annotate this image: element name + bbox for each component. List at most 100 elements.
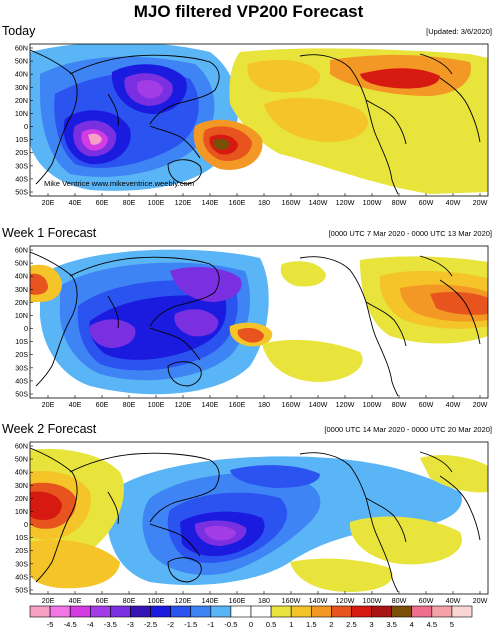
colorbar-label: -1 xyxy=(207,620,214,629)
contour-pos-4 xyxy=(360,68,440,89)
colorbar-label: 1 xyxy=(289,620,293,629)
colorbar-swatch xyxy=(250,605,272,618)
lat-tick-label: 30S xyxy=(15,559,28,568)
lon-tick-label: 140E xyxy=(202,198,219,207)
lat-tick-label: 30N xyxy=(15,285,28,294)
lon-tick-label: 140W xyxy=(309,596,328,605)
panel-week2: Week 2 Forecast [0000 UTC 14 Mar 2020 - … xyxy=(0,422,497,605)
contour-pos-9 xyxy=(264,97,368,143)
colorbar-swatch xyxy=(371,605,392,618)
contour-pos-9 xyxy=(237,327,264,343)
lon-tick-label: 80E xyxy=(123,400,136,409)
coastlines xyxy=(30,49,481,195)
lat-tick-label: 30N xyxy=(15,83,28,92)
colorbar-swatch xyxy=(230,605,252,618)
contour-neg-6 xyxy=(204,525,236,541)
colorbar-swatch xyxy=(270,605,292,618)
lon-tick-label: 120E xyxy=(175,400,192,409)
lon-tick-label: 20W xyxy=(473,400,488,409)
colorbar-swatch xyxy=(170,605,192,618)
colorbar-label: -5 xyxy=(47,620,54,629)
lon-tick-label: 120E xyxy=(175,198,192,207)
contour-neg-6 xyxy=(89,319,136,348)
lon-tick-label: 180 xyxy=(258,596,270,605)
contour-neg-9 xyxy=(88,133,102,145)
colorbar-label: 3 xyxy=(369,620,373,629)
contour-pos-2 xyxy=(247,59,321,93)
vp200-map-week2: 60N 50N 40N 30N 20N 10N 0 10S 20S 30S 40S 50S 20E 40… xyxy=(15,442,489,605)
lat-tick-label: 0 xyxy=(24,520,28,529)
colorbar-swatch xyxy=(190,605,212,618)
lon-tick-label: 40W xyxy=(446,198,461,207)
lon-tick-label: 180 xyxy=(258,400,270,409)
lat-tick-label: 40N xyxy=(15,468,28,477)
colorbar-swatch xyxy=(49,605,71,618)
colorbar-label: 1.5 xyxy=(306,620,317,629)
contour-neg-7 xyxy=(230,465,320,488)
lon-tick-label: 100W xyxy=(363,198,382,207)
colorbar-label: -2.5 xyxy=(144,620,157,629)
lon-tick-label: 40E xyxy=(69,400,82,409)
contour-neg-5 xyxy=(170,266,242,302)
lat-tick-label: 10N xyxy=(15,109,28,118)
contour-pos-5 xyxy=(430,291,488,315)
lat-tick-label: 40N xyxy=(15,70,28,79)
colorbar-swatch xyxy=(451,605,473,618)
lon-tick-label: 20E xyxy=(42,400,55,409)
lon-tick-label: 60W xyxy=(419,198,434,207)
lon-tick-label: 140E xyxy=(202,596,219,605)
lon-tick-label: 40W xyxy=(446,400,461,409)
colorbar-label: 0.5 xyxy=(266,620,277,629)
lon-tick-label: 80W xyxy=(392,400,407,409)
lat-tick-label: 40S xyxy=(15,174,28,183)
lon-tick-label: 20W xyxy=(473,596,488,605)
colorbar-swatch xyxy=(431,605,453,618)
colorbar-swatch xyxy=(351,605,372,618)
panel-date-range: [0000 UTC 7 Mar 2020 - 0000 UTC 13 Mar 2… xyxy=(328,229,492,238)
colorbar-label: -3.5 xyxy=(104,620,117,629)
lon-tick-label: 120E xyxy=(175,596,192,605)
lat-tick-label: 50S xyxy=(15,586,28,595)
colorbar-swatch xyxy=(110,605,131,618)
colorbar-swatch xyxy=(89,605,111,618)
lon-tick-label: 20E xyxy=(42,198,55,207)
colorbar-label: 2 xyxy=(329,620,333,629)
lon-tick-label: 20W xyxy=(473,198,488,207)
lon-tick-label: 160W xyxy=(282,596,301,605)
colorbar-swatch xyxy=(391,605,413,618)
lon-tick-label: 80E xyxy=(123,596,136,605)
colorbar-label: 5 xyxy=(450,620,454,629)
lat-tick-label: 10S xyxy=(15,135,28,144)
colorbar-swatch xyxy=(69,605,91,618)
lon-tick-label: 100W xyxy=(363,400,382,409)
lat-tick-label: 50S xyxy=(15,188,28,197)
lon-tick-label: 60W xyxy=(419,596,434,605)
lon-tick-label: 120W xyxy=(336,596,355,605)
lon-tick-label: 40E xyxy=(69,198,82,207)
colorbar-swatch xyxy=(290,605,312,618)
contour-pos-10 xyxy=(390,113,488,156)
lat-tick-label: 30S xyxy=(15,161,28,170)
panel-title: Week 1 Forecast xyxy=(2,226,97,240)
vp200-map-week1: 60N 50N 40N 30N 20N 10N 0 10S 20S 30S 40S 50S 20E 40… xyxy=(15,246,489,409)
lon-tick-label: 180 xyxy=(258,198,270,207)
lat-tick-label: 50N xyxy=(15,57,28,66)
panel-week1: Week 1 Forecast [0000 UTC 7 Mar 2020 - 0… xyxy=(0,226,497,409)
lat-tick-label: 20S xyxy=(15,546,28,555)
colorbar-label: -1.5 xyxy=(184,620,197,629)
colorbar-swatch xyxy=(331,605,352,618)
lat-tick-label: 20S xyxy=(15,148,28,157)
contour-pos-11 xyxy=(280,261,326,287)
lon-tick-label: 100E xyxy=(148,198,165,207)
lat-tick-label: 20N xyxy=(15,298,28,307)
lon-tick-label: 80W xyxy=(392,198,407,207)
coastlines xyxy=(30,251,481,397)
lat-tick-label: 50N xyxy=(15,259,28,268)
contour-neg-10 xyxy=(136,80,163,99)
lon-tick-label: 140W xyxy=(309,198,328,207)
lon-tick-label: 100E xyxy=(148,596,165,605)
panel-title: Today xyxy=(2,24,36,38)
colorbar-label: -0.5 xyxy=(224,620,237,629)
lat-tick-label: 0 xyxy=(24,122,28,131)
colorbar-label: 4.5 xyxy=(427,620,438,629)
